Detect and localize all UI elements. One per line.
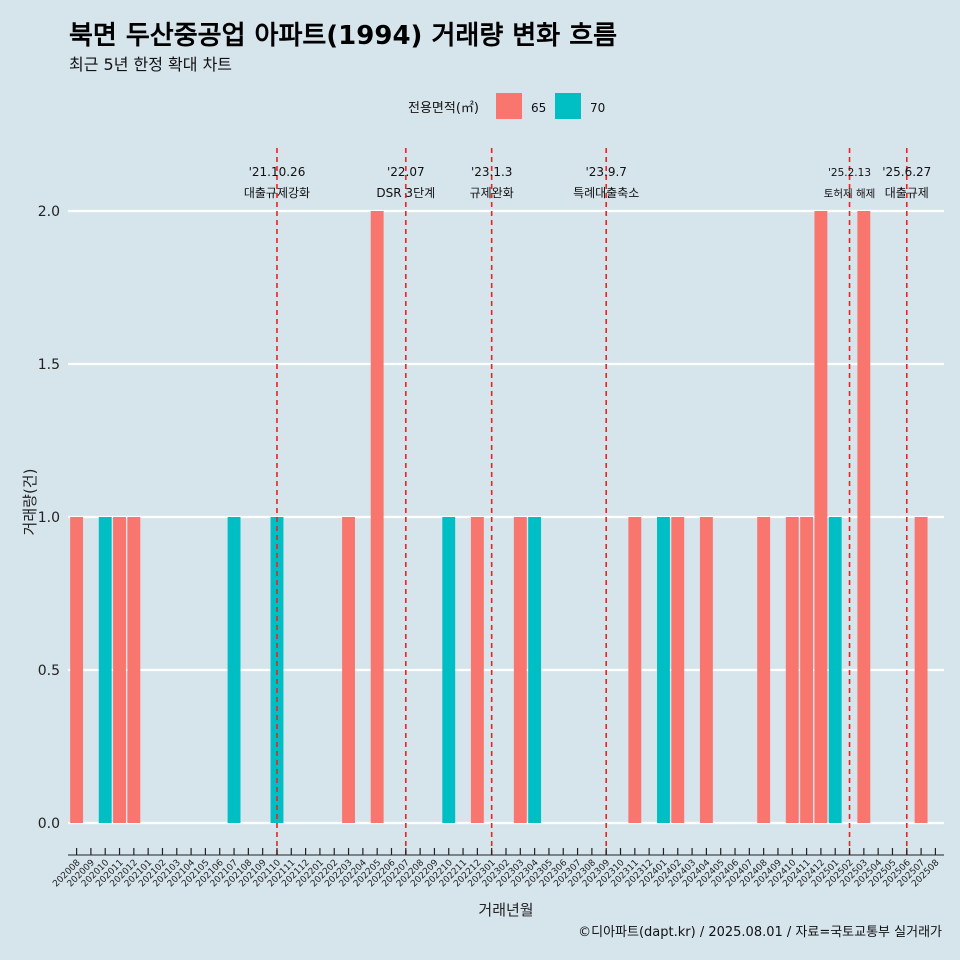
bar-65-202507 (914, 517, 928, 823)
bar-70-202501 (828, 517, 842, 823)
y-tick-label: 0.0 (38, 816, 60, 832)
bar-65-202203 (342, 517, 355, 823)
x-axis-title: 거래년월 (478, 901, 533, 919)
y-axis-title: 거래량(건) (21, 469, 39, 536)
event-date-label: '25.2.13 (828, 167, 871, 179)
event-date-label: '23.1.3 (471, 165, 512, 179)
legend-title: 전용면적(㎡) (408, 101, 479, 116)
bar-70-202401 (657, 517, 670, 823)
legend-swatch-70 (555, 93, 581, 119)
bar-65-202205 (370, 211, 384, 823)
event-date-label: '21.10.26 (249, 165, 306, 179)
event-date-label: '22.07 (387, 165, 425, 179)
y-tick-label: 1.0 (38, 510, 60, 526)
event-date-label: '25.6.27 (882, 165, 931, 179)
bar-65-202012 (127, 517, 141, 823)
event-date-label: '23.9.7 (585, 165, 626, 179)
bar-65-202402 (671, 517, 685, 823)
chart-subtitle: 최근 5년 한정 확대 차트 (69, 55, 232, 74)
event-name-label: 토허제 해제 (824, 187, 876, 200)
bar-65-202503 (857, 211, 871, 823)
bar-70-202304 (528, 517, 542, 823)
caption: ©디아파트(dapt.kr) / 2025.08.01 / 자료=국토교통부 실… (578, 925, 942, 940)
event-name-label: 특례대출축소 (573, 186, 639, 200)
legend-label-70: 70 (590, 101, 605, 115)
bar-65-202008 (70, 517, 84, 823)
event-name-label: DSR 3단계 (376, 186, 435, 200)
y-tick-label: 0.5 (38, 663, 60, 679)
legend-swatch-65 (496, 93, 522, 119)
bar-70-202107 (227, 517, 241, 823)
bar-65-202311 (628, 517, 642, 823)
event-name-label: 대출규제 (885, 186, 929, 200)
events-layer: '21.10.26 대출규제강화 '22.07 DSR 3단계 '23.1.3 규제완화 '… (244, 148, 931, 855)
bar-70-202010 (98, 517, 112, 823)
event-name-label: 규제완화 (470, 186, 514, 200)
bar-65-202212 (470, 517, 484, 823)
bar-70-202210 (442, 517, 456, 823)
legend-label-65: 65 (531, 101, 546, 115)
bar-65-202411 (800, 517, 814, 823)
chart-title: 북면 두산중공업 아파트(1994) 거래량 변화 흐름 (69, 21, 617, 51)
bar-65-202410 (785, 517, 799, 823)
bar-65-202412 (814, 211, 828, 823)
axis-layer: 0.00.51.01.52.02020082020092020102020112… (38, 204, 944, 889)
bar-65-202303 (513, 517, 527, 823)
y-tick-label: 2.0 (38, 204, 60, 220)
event-name-label: 대출규제강화 (244, 186, 310, 200)
y-tick-label: 1.5 (38, 357, 60, 373)
bar-65-202011 (113, 517, 126, 823)
bar-65-202404 (699, 517, 713, 823)
bar-65-202408 (757, 517, 771, 823)
bars-layer (70, 211, 928, 823)
